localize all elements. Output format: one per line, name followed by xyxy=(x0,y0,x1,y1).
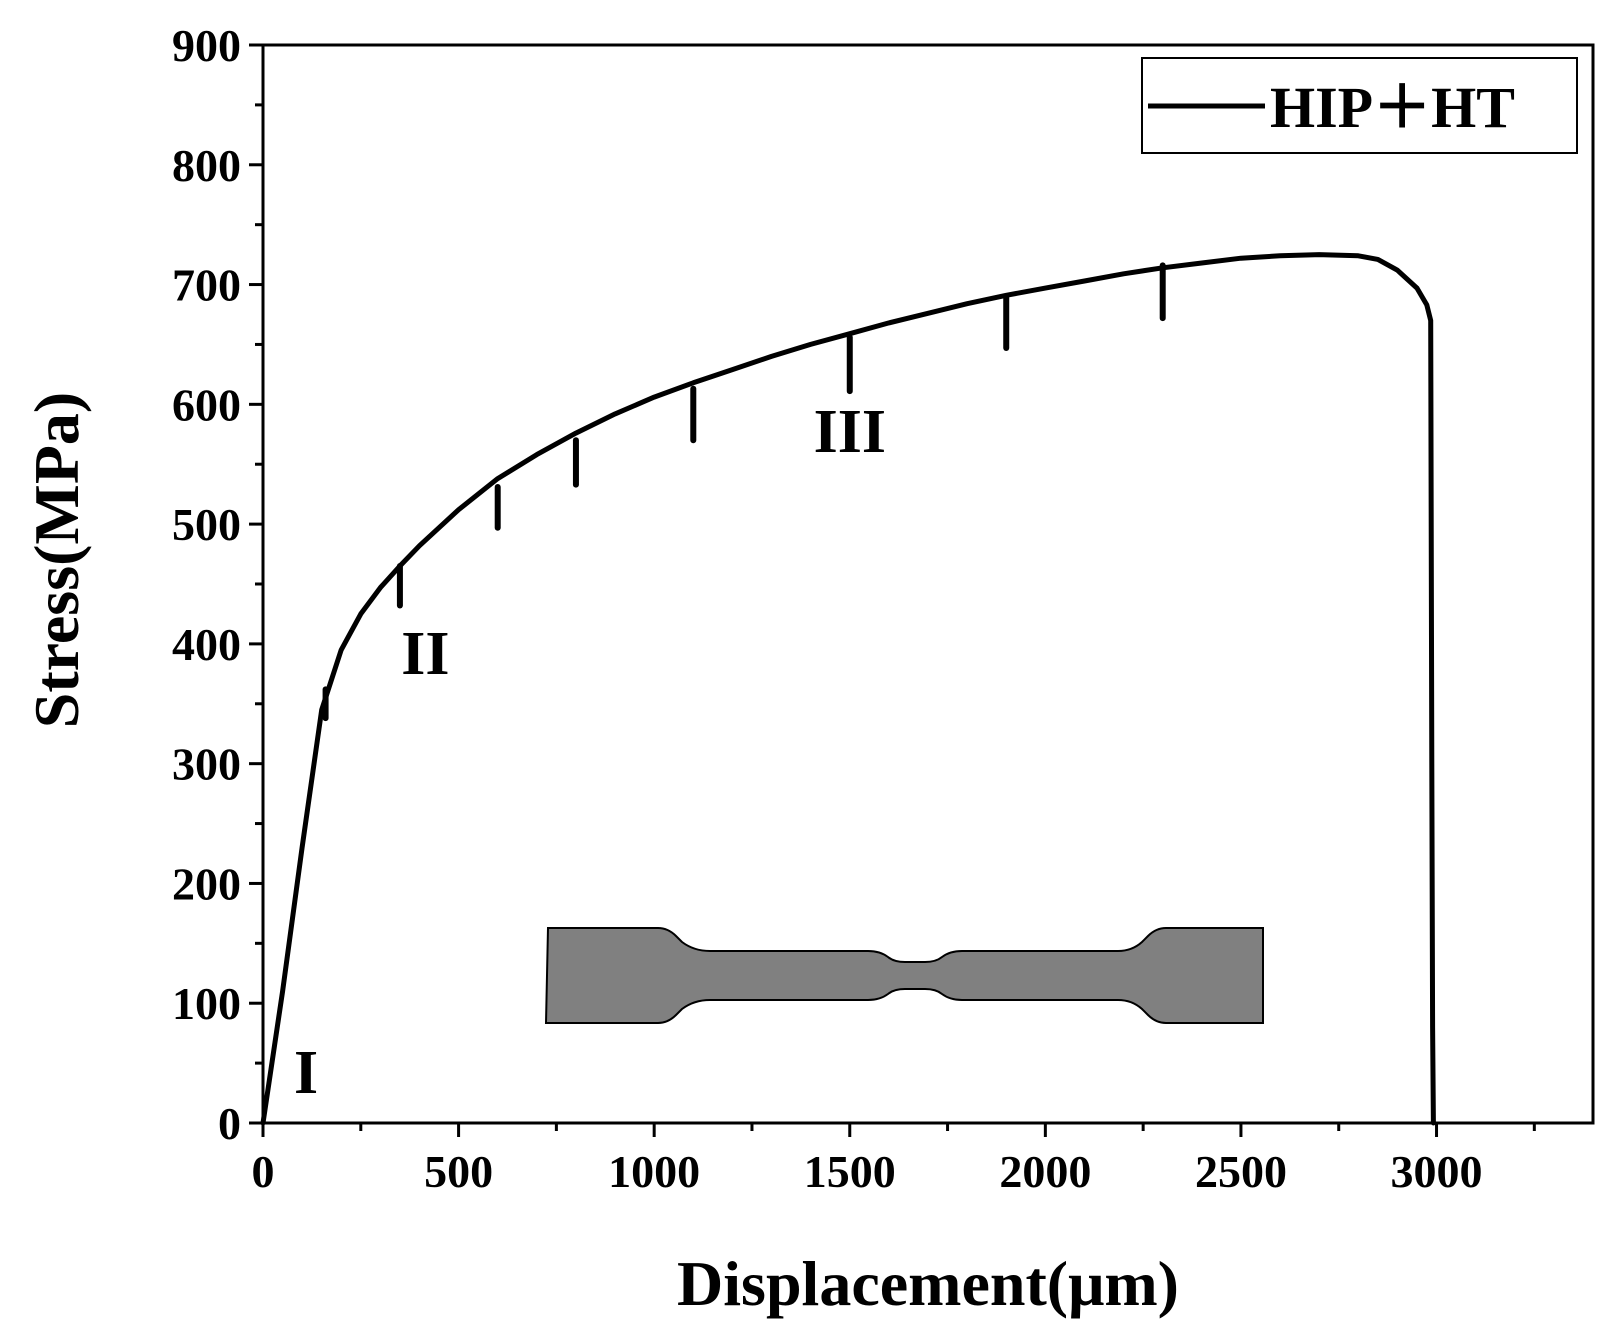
x-tick-label: 500 xyxy=(424,1146,493,1197)
legend: HIP＋HT xyxy=(1141,57,1578,154)
x-tick-label: 3000 xyxy=(1391,1146,1483,1197)
y-tick-label: 800 xyxy=(172,140,241,191)
axis-ticks xyxy=(249,43,1536,1137)
y-tick-label: 600 xyxy=(172,379,241,430)
y-tick-label: 200 xyxy=(172,858,241,909)
specimen-inset xyxy=(544,927,1264,1024)
y-tick-label: 500 xyxy=(172,499,241,550)
y-tick-label: 400 xyxy=(172,619,241,670)
region-label: III xyxy=(814,398,886,466)
y-tick-label: 0 xyxy=(218,1098,241,1149)
y-axis-title: Stress(MPa) xyxy=(21,392,92,729)
series-line xyxy=(260,252,1436,1126)
x-tick-label: 2500 xyxy=(1195,1146,1287,1197)
y-tick-label: 900 xyxy=(172,20,241,71)
x-tick-label: 0 xyxy=(252,1146,275,1197)
legend-label: HIP＋HT xyxy=(1270,75,1515,140)
x-axis-title: Displacement(μm) xyxy=(677,1248,1179,1319)
series-layer xyxy=(260,252,1436,1126)
x-tick-label: 2000 xyxy=(999,1146,1091,1197)
x-tick-label: 1500 xyxy=(804,1146,896,1197)
y-tick-label: 300 xyxy=(172,739,241,790)
tick-labels: 0 500 1000 1500 2000 2500 3000 0 100 200 300 400 500… xyxy=(172,20,1483,1197)
region-label: II xyxy=(401,620,449,688)
specimen-shape xyxy=(544,927,1264,1024)
region-label: I xyxy=(294,1039,318,1107)
y-tick-label: 100 xyxy=(172,978,241,1029)
x-tick-label: 1000 xyxy=(608,1146,700,1197)
y-tick-label: 700 xyxy=(172,260,241,311)
